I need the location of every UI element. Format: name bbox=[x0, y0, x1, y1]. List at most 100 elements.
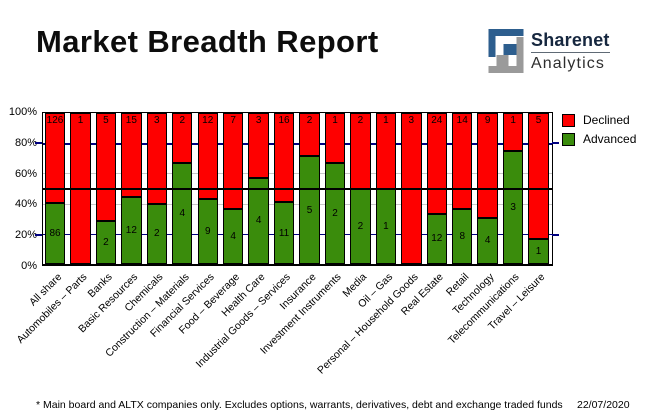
grid-line-20 bbox=[43, 233, 552, 236]
legend-row-advanced: Advanced bbox=[562, 132, 636, 146]
declined-segment: 1 bbox=[375, 113, 397, 189]
advanced-count-label: 4 bbox=[230, 231, 236, 243]
advanced-segment: 12 bbox=[426, 213, 447, 264]
logo-brand-name: Sharenet bbox=[531, 30, 610, 50]
declined-count-label: 14 bbox=[456, 115, 468, 126]
declined-count-label: 3 bbox=[255, 115, 262, 126]
grid-line-60 bbox=[43, 173, 552, 175]
declined-segment: 2 bbox=[172, 113, 193, 164]
bar-Oil – Gas: 11 bbox=[375, 113, 397, 264]
bar-Industrial Goods – Services: 16 11 bbox=[273, 113, 295, 264]
advanced-count-label: 8 bbox=[459, 231, 465, 243]
declined-count-label: 2 bbox=[306, 115, 313, 126]
advanced-segment: 8 bbox=[452, 209, 473, 264]
advanced-segment: 2 bbox=[350, 188, 371, 264]
sharenet-logo: Sharenet Analytics bbox=[488, 29, 610, 73]
y-axis-tick bbox=[552, 141, 559, 144]
advanced-count-label: 2 bbox=[332, 208, 338, 220]
declined-segment: 5 bbox=[528, 113, 549, 239]
advanced-segment: 11 bbox=[273, 202, 295, 264]
advanced-segment: 5 bbox=[299, 156, 320, 264]
declined-count-label: 2 bbox=[179, 115, 186, 126]
report-date: 22/07/2020 bbox=[577, 399, 630, 411]
advanced-count-label: 12 bbox=[431, 233, 443, 245]
advanced-segment: 4 bbox=[248, 177, 269, 264]
declined-swatch bbox=[562, 113, 575, 127]
advanced-segment: 86 bbox=[44, 202, 66, 264]
logo-divider bbox=[531, 52, 610, 53]
y-axis-label: 80% bbox=[14, 136, 37, 149]
sharenet-logo-icon bbox=[488, 29, 524, 73]
declined-count-label: 3 bbox=[408, 115, 415, 126]
advanced-legend-label: Advanced bbox=[583, 132, 637, 146]
advanced-segment: 2 bbox=[146, 203, 168, 264]
y-axis-label: 20% bbox=[14, 229, 37, 242]
advanced-segment: 2 bbox=[324, 163, 346, 264]
declined-count-label: 1 bbox=[77, 115, 84, 126]
y-axis-label: 0% bbox=[21, 260, 37, 272]
declined-count-label: 1 bbox=[383, 115, 389, 126]
advanced-segment: 4 bbox=[222, 209, 244, 264]
advanced-count-label: 2 bbox=[357, 220, 364, 232]
advanced-count-label: 1 bbox=[383, 220, 389, 232]
advanced-count-label: 4 bbox=[179, 208, 186, 220]
y-axis-tick bbox=[35, 234, 42, 237]
declined-segment: 126 bbox=[44, 113, 66, 203]
page-title: Market Breadth Report bbox=[36, 24, 379, 59]
advanced-segment: 9 bbox=[197, 199, 218, 264]
grid-line-40 bbox=[43, 203, 552, 205]
bar-Travel – Leisure: 51 bbox=[528, 113, 549, 264]
declined-segment: 14 bbox=[452, 113, 473, 210]
bar-Basic Resources: 15 12 bbox=[121, 113, 142, 264]
y-axis-tick bbox=[552, 234, 559, 237]
bar-Health Care: 34 bbox=[248, 113, 269, 264]
fifty-percent-line bbox=[43, 187, 552, 190]
y-axis-label: 100% bbox=[8, 106, 37, 118]
declined-count-label: 16 bbox=[278, 115, 290, 126]
advanced-segment: 1 bbox=[528, 238, 549, 264]
declined-segment: 5 bbox=[95, 113, 117, 221]
declined-count-label: 1 bbox=[332, 115, 338, 126]
bar-Food – Beverage: 74 bbox=[222, 113, 244, 264]
advanced-swatch bbox=[562, 132, 575, 146]
legend-row-declined: Declined bbox=[562, 113, 636, 127]
plot-area: 126 86 1 5 2 15 12 3 2 2 4 12 9 7 4 3 4 16 11 2 5 1 2 2 2 1 1 3 24 12… bbox=[42, 112, 553, 266]
bar-Financial Services: 12 9 bbox=[197, 113, 218, 264]
declined-count-label: 3 bbox=[154, 115, 160, 126]
legend: Declined Advanced bbox=[562, 113, 636, 151]
declined-count-label: 126 bbox=[46, 115, 64, 126]
declined-segment: 12 bbox=[197, 113, 218, 200]
advanced-segment: 1 bbox=[375, 188, 397, 264]
advanced-count-label: 5 bbox=[306, 204, 313, 216]
grid-line-80 bbox=[43, 143, 552, 145]
declined-count-label: 5 bbox=[535, 115, 542, 126]
advanced-count-label: 1 bbox=[535, 245, 542, 257]
footnote: * Main board and ALTX companies only. Ex… bbox=[36, 399, 563, 411]
advanced-segment: 12 bbox=[121, 196, 142, 264]
declined-count-label: 5 bbox=[103, 115, 109, 126]
declined-segment: 1 bbox=[502, 113, 524, 151]
advanced-segment: 3 bbox=[502, 150, 524, 264]
advanced-segment: 4 bbox=[477, 217, 498, 264]
advanced-count-label: 4 bbox=[255, 215, 262, 227]
declined-segment: 1 bbox=[324, 113, 346, 164]
advanced-count-label: 2 bbox=[154, 228, 160, 240]
advanced-count-label: 12 bbox=[125, 224, 137, 236]
advanced-count-label: 2 bbox=[103, 236, 109, 248]
declined-count-label: 2 bbox=[357, 115, 364, 126]
bar-Retail: 14 8 bbox=[452, 113, 473, 264]
advanced-segment: 2 bbox=[95, 220, 117, 264]
declined-segment: 16 bbox=[273, 113, 295, 203]
declined-segment: 15 bbox=[121, 113, 142, 197]
advanced-segment: 4 bbox=[172, 163, 193, 264]
declined-segment: 2 bbox=[350, 113, 371, 189]
declined-segment: 2 bbox=[299, 113, 320, 157]
logo-sub-name: Analytics bbox=[531, 55, 605, 72]
bar-All share: 126 86 bbox=[44, 113, 66, 264]
